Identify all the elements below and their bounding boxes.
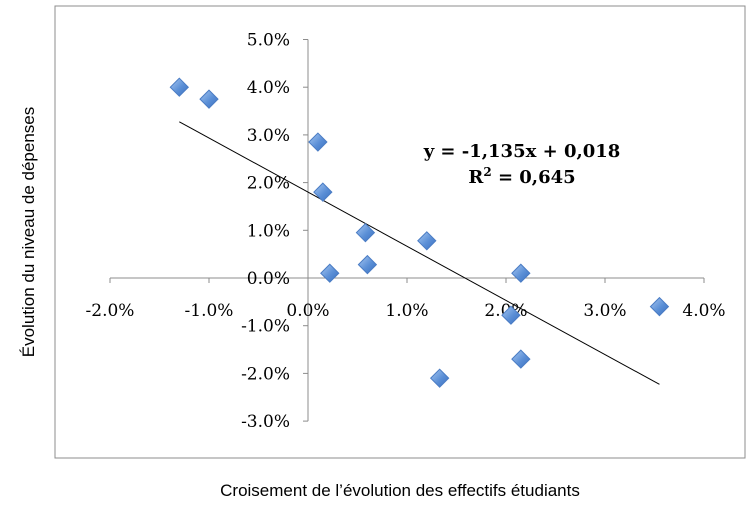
data-point [313,182,333,202]
trendline-equation: y = -1,135x + 0,018 [423,141,621,162]
x-tick-label: -2.0% [86,301,135,321]
y-tick-label: -3.0% [241,412,290,432]
tick-labels: -2.0%-1.0%0.0%1.0%2.0%3.0%4.0%5.0%4.0%3.… [86,31,726,433]
data-point [511,349,531,369]
data-point [501,305,521,325]
data-point [169,77,190,97]
y-tick-label: 5.0% [247,31,290,51]
data-point [355,222,376,243]
data-point [511,263,531,283]
y-tick-label: 2.0% [247,174,290,194]
y-tick-label: 1.0% [247,221,290,241]
y-tick-label: -1.0% [241,317,290,337]
r-squared-label: R2 = 0,645 [468,165,575,188]
trendline [179,121,660,385]
data-point [649,296,670,317]
data-points [169,77,670,388]
data-point [308,132,328,152]
data-point [429,368,450,388]
x-tick-label: 3.0% [583,301,626,321]
data-point [199,89,219,109]
y-axis-title: Évolution du niveau de dépenses [19,107,38,357]
data-point [320,263,340,283]
plot-area [109,39,705,422]
y-tick-label: 4.0% [247,78,290,98]
x-tick-label: 1.0% [385,301,428,321]
y-tick-label: 0.0% [247,269,290,289]
x-axis-title: Croisement de l’évolution des effectifs … [220,481,580,500]
x-tick-label: -1.0% [185,301,234,321]
data-point [417,231,437,251]
y-tick-label: 3.0% [247,126,290,146]
y-tick-label: -2.0% [241,364,290,384]
chart-frame [54,5,746,459]
x-tick-label: 0.0% [286,301,329,321]
x-tick-label: 4.0% [682,301,725,321]
data-point [357,254,378,275]
